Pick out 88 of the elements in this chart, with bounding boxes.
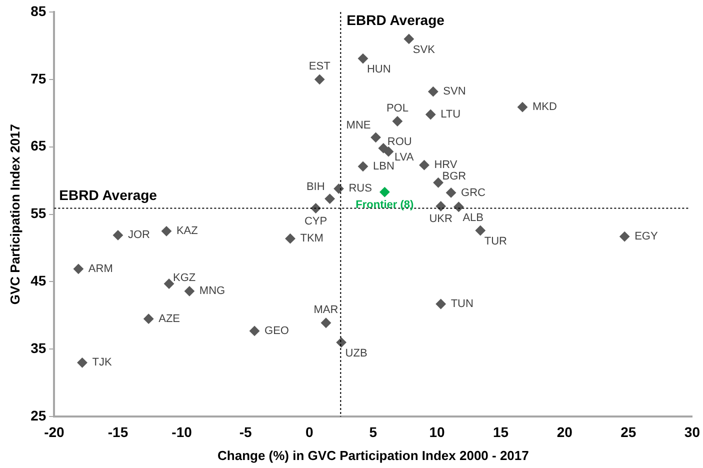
x-tick-label: 20 — [556, 424, 573, 440]
y-tick-label: 45 — [30, 272, 46, 289]
x-tick-label: 15 — [493, 424, 509, 440]
series-label: SVN — [443, 86, 466, 98]
series-label: TJK — [92, 356, 112, 369]
y-tick-label: 35 — [30, 340, 46, 356]
y-tick-label: 85 — [30, 2, 46, 19]
point — [475, 225, 486, 236]
series-label: TKM — [300, 232, 324, 245]
series-label: GEO — [264, 324, 290, 337]
point — [392, 116, 402, 126]
point — [419, 160, 430, 170]
point — [164, 278, 174, 289]
ref-line-label: EBRD Average — [59, 187, 158, 204]
series-label: EGY — [634, 230, 658, 243]
point — [334, 184, 344, 194]
x-tick-label: 30 — [684, 424, 700, 440]
y-axis-title: GVC Participation Index 2017 — [7, 124, 22, 305]
x-tick-label: 0 — [305, 424, 314, 440]
series-label: BGR — [442, 170, 466, 183]
series-label: TUR — [484, 236, 508, 248]
point — [285, 234, 296, 244]
series-label: UKR — [429, 213, 452, 226]
series-label: HUN — [366, 64, 391, 76]
y-tick-label: 25 — [30, 407, 46, 424]
point — [436, 298, 446, 309]
series-label: KGZ — [173, 272, 196, 284]
series-label: BIH — [306, 180, 325, 193]
series-label: MNE — [346, 119, 371, 132]
point — [320, 318, 331, 328]
point — [370, 132, 381, 142]
series-label: Frontier (8) — [356, 199, 414, 212]
point — [620, 232, 630, 242]
series-label: EST — [308, 60, 331, 72]
series-label: HRV — [434, 159, 458, 172]
series-label: RUS — [348, 182, 372, 195]
series-label: UZB — [345, 347, 368, 360]
series-label: ARM — [88, 262, 113, 275]
point — [324, 194, 335, 204]
point — [73, 264, 84, 274]
y-tick-label: 65 — [30, 138, 46, 154]
point — [358, 161, 368, 172]
point — [378, 143, 388, 154]
point — [250, 326, 260, 336]
x-axis-title: Change (%) in GVC Participation Index 2000 - 2017 — [218, 448, 529, 463]
point — [436, 201, 446, 212]
point — [77, 358, 88, 368]
series-label: JOR — [128, 229, 150, 242]
series-label: SVK — [412, 44, 436, 56]
x-tick-label: 25 — [620, 424, 636, 440]
series-label: TUN — [450, 298, 474, 310]
x-tick-label: -15 — [108, 424, 128, 440]
x-tick-label: 5 — [369, 424, 378, 440]
series-label: MNG — [199, 285, 226, 298]
point — [144, 314, 154, 324]
point — [358, 54, 368, 64]
series-label: AZE — [158, 312, 180, 325]
point — [517, 102, 528, 112]
x-tick-label: -10 — [172, 424, 192, 440]
series-label: MAR — [314, 304, 338, 316]
series-label: ALB — [462, 212, 484, 224]
x-tick-label: -20 — [44, 424, 65, 440]
point — [428, 86, 438, 97]
series-label: POL — [386, 102, 408, 114]
series-label: MKD — [532, 101, 557, 114]
point — [433, 178, 444, 188]
series-label: LVA — [394, 152, 414, 164]
series-label: LBN — [372, 160, 394, 172]
point — [426, 110, 436, 120]
y-tick-label: 55 — [30, 205, 46, 222]
point — [380, 187, 390, 198]
series-label: GRC — [461, 186, 486, 199]
y-tick-label: 75 — [30, 70, 46, 86]
point — [336, 337, 346, 348]
point — [161, 226, 172, 236]
x-tick-label: 10 — [429, 424, 445, 440]
point — [184, 286, 194, 296]
series-label: ROU — [387, 136, 412, 148]
series-label: KAZ — [176, 225, 198, 238]
point — [112, 230, 123, 240]
point — [454, 202, 464, 212]
x-tick-label: -5 — [239, 424, 252, 440]
series-label: LTU — [440, 108, 461, 121]
point — [314, 74, 325, 84]
ref-line-label: EBRD Average — [346, 12, 445, 28]
point — [404, 34, 414, 44]
series-label: CYP — [304, 215, 328, 228]
point — [446, 188, 456, 198]
